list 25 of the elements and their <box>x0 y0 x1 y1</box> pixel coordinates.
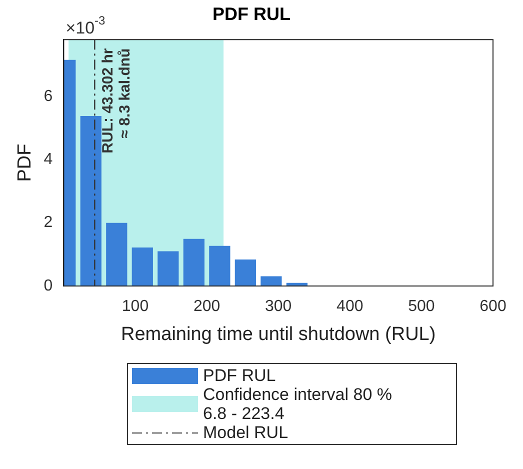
legend-label: Model RUL <box>203 423 288 442</box>
y-tick-label: 0 <box>44 277 53 294</box>
bar <box>260 276 282 286</box>
legend-label: PDF RUL <box>203 366 276 385</box>
x-axis-title: Remaining time until shutdown (RUL) <box>121 324 436 345</box>
x-tick-label: 200 <box>193 298 220 316</box>
bar <box>183 238 204 286</box>
bar <box>80 116 102 286</box>
x-tick-label: 400 <box>336 298 364 316</box>
bar <box>132 247 153 286</box>
bar <box>209 246 230 286</box>
x-tick-label: 100 <box>122 298 149 316</box>
x-tick-label: 500 <box>408 298 435 316</box>
legend-label: Confidence interval 80 % 6.8 - 223.4 <box>203 385 392 423</box>
x-tick-label: 300 <box>265 298 292 316</box>
bar <box>106 222 128 286</box>
annotation: RUL: 43.302 hr ≈ 8.3 kal.dnů <box>99 48 134 154</box>
y-tick-label: 4 <box>44 151 53 168</box>
x-tick-label: 600 <box>480 298 506 316</box>
chart-title: PDF RUL <box>212 4 290 24</box>
y-tick-label: 2 <box>44 214 53 232</box>
y-tick-label: 6 <box>44 88 53 105</box>
bar <box>234 259 256 286</box>
bar <box>158 251 179 286</box>
y-axis-title: PDF <box>14 144 36 182</box>
